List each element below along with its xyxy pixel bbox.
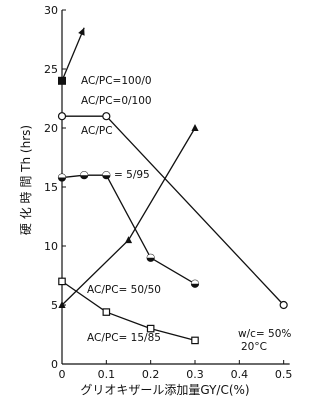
annotation-ac5-line2: = 5/95 [114, 169, 150, 181]
y-tick-label: 15 [44, 181, 58, 194]
y-tick-label: 30 [44, 4, 58, 17]
annotation-ac5-line1: AC/PC [81, 125, 113, 137]
axes: 0 5 10 15 20 25 30 0 0.1 0.2 0.3 0.4 0.5 [44, 4, 292, 381]
x-tick-label: 0.2 [142, 368, 160, 381]
x-tick-label: 0 [59, 368, 66, 381]
series-line [61, 280, 196, 342]
annotation-wc: w/c= 50% [238, 328, 291, 340]
annotation-ac0: AC/PC=0/100 [81, 95, 152, 107]
y-tick-label: 25 [44, 63, 58, 76]
data-point [191, 336, 199, 345]
x-axis-title: グリオキザール添加量GY/C(%) [80, 383, 249, 397]
y-tick-label: 0 [51, 358, 58, 371]
x-tick-label: 0.5 [275, 368, 293, 381]
annotation-ac50: AC/PC= 50/50 [87, 284, 161, 296]
annotation-ac100: AC/PC=100/0 [81, 75, 152, 87]
annotation-ac15: AC/PC= 15/85 [87, 332, 161, 344]
data-point-half [80, 171, 88, 176]
data-point [102, 112, 111, 121]
data-point-half [147, 254, 155, 258]
data-point [146, 324, 155, 333]
data-point-half [58, 173, 66, 178]
y-tick-label: 20 [44, 122, 58, 135]
data-point [102, 308, 111, 316]
y-axis-title: 硬 化 時 間 Th (hrs) [19, 125, 33, 235]
data-point-half [191, 280, 199, 284]
data-point [57, 112, 67, 121]
x-tick-label: 0.4 [231, 368, 249, 381]
series-line [62, 115, 285, 306]
y-tick-label: 10 [44, 240, 58, 253]
annotation-temp: 20°C [241, 341, 267, 353]
series-line [61, 174, 196, 285]
y-tick-label: 5 [51, 299, 58, 312]
data-point-half [102, 171, 110, 176]
data-point [191, 124, 199, 131]
marker-layer [57, 76, 288, 345]
data-point [279, 300, 288, 310]
data-point [58, 76, 66, 85]
data-point [124, 236, 133, 244]
data-point [58, 277, 66, 286]
x-tick-label: 0.3 [186, 368, 204, 381]
series-arrowhead [78, 27, 85, 36]
data-point [58, 301, 66, 308]
x-tick-label: 0.1 [98, 368, 116, 381]
series-line [61, 27, 85, 82]
